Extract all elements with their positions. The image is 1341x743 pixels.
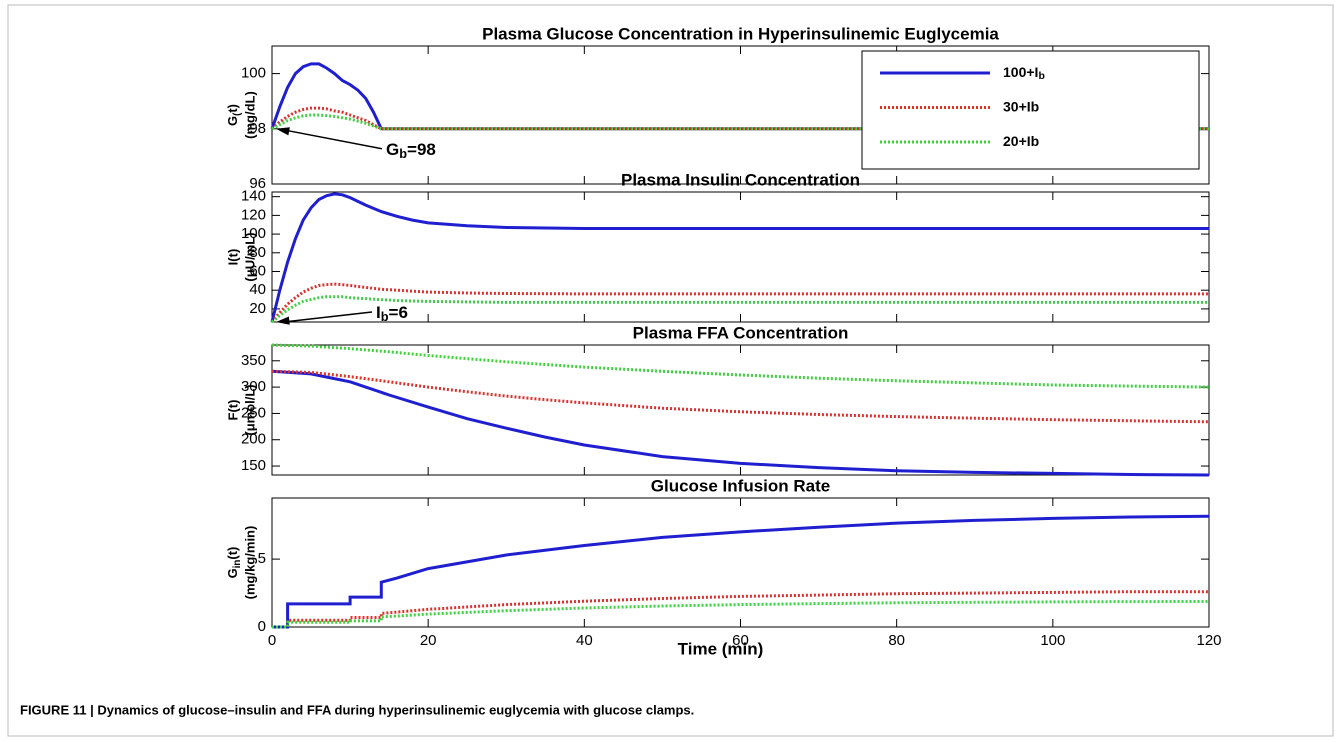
y-tick-label: 100 bbox=[241, 225, 266, 242]
caption: FIGURE 11 | Dynamics of glucose–insulin … bbox=[20, 702, 694, 717]
y-axis-label: Gin(t) bbox=[225, 547, 242, 579]
y-tick-label: 98 bbox=[249, 120, 266, 137]
annotation: Gb=98 bbox=[386, 140, 436, 161]
y-tick-label: 20 bbox=[249, 300, 266, 317]
legend-label: 20+Ib bbox=[1003, 133, 1039, 149]
y-axis-label: (μmol/L) bbox=[242, 384, 257, 435]
x-tick-label: 60 bbox=[732, 632, 749, 649]
plot-area bbox=[271, 191, 1210, 323]
y-tick-label: 40 bbox=[249, 281, 266, 298]
legend-label: 30+Ib bbox=[1003, 98, 1039, 114]
y-tick-label: 80 bbox=[249, 244, 266, 261]
y-tick-label: 5 bbox=[258, 550, 266, 567]
data-line bbox=[271, 343, 1210, 389]
data-line bbox=[271, 369, 1210, 424]
y-tick-label: 140 bbox=[241, 188, 266, 205]
y-tick-label: 250 bbox=[241, 404, 266, 421]
y-axis-label: (mg/dL) bbox=[242, 91, 257, 139]
y-tick-label: 350 bbox=[241, 352, 266, 369]
x-tick-label: 0 bbox=[268, 632, 276, 649]
y-tick-label: 150 bbox=[241, 457, 266, 474]
annotation: Ib=6 bbox=[376, 303, 408, 324]
y-tick-label: 200 bbox=[241, 431, 266, 448]
annotation-arrowhead bbox=[276, 316, 290, 325]
data-line bbox=[272, 600, 1210, 629]
data-line bbox=[271, 295, 1209, 324]
y-axis-label: G(t) bbox=[225, 104, 242, 126]
y-axis-label: I(t) bbox=[225, 249, 240, 266]
annotation-arrow bbox=[285, 129, 383, 150]
x-tick-label: 40 bbox=[576, 632, 593, 649]
panel-title: Plasma Insulin Concentration bbox=[621, 170, 860, 189]
y-tick-label: 300 bbox=[241, 378, 266, 395]
y-axis-label: (μU/mL) bbox=[242, 232, 257, 281]
x-tick-label: 120 bbox=[1196, 632, 1221, 649]
x-tick-label: 20 bbox=[420, 632, 437, 649]
y-axis-label: F(t) bbox=[225, 400, 240, 421]
panel-title: Plasma FFA Concentration bbox=[633, 323, 849, 342]
x-tick-label: 100 bbox=[1040, 632, 1065, 649]
y-tick-label: 120 bbox=[241, 206, 266, 223]
legend-label: 100+Ib bbox=[1003, 64, 1045, 82]
data-line bbox=[270, 282, 1209, 323]
y-tick-label: 60 bbox=[249, 262, 266, 279]
x-axis-label: Time (min) bbox=[678, 639, 764, 658]
y-axis-label: (mg/kg/min) bbox=[242, 526, 257, 600]
panel-title: Plasma Glucose Concentration in Hyperins… bbox=[482, 24, 999, 43]
data-line bbox=[272, 514, 1210, 629]
figure-frame bbox=[7, 4, 1334, 737]
y-tick-label: 100 bbox=[241, 65, 266, 82]
x-tick-label: 80 bbox=[888, 632, 905, 649]
data-line bbox=[270, 192, 1209, 323]
data-line bbox=[271, 113, 1209, 131]
plot-area bbox=[271, 344, 1210, 476]
annotation-arrowhead bbox=[276, 127, 290, 136]
annotation-arrow bbox=[285, 311, 373, 323]
data-line bbox=[271, 369, 1210, 477]
legend-box bbox=[861, 50, 1200, 170]
panel-title: Glucose Infusion Rate bbox=[651, 476, 830, 495]
y-tick-label: 96 bbox=[249, 175, 266, 192]
data-line bbox=[271, 106, 1209, 131]
y-tick-label: 0 bbox=[258, 618, 266, 635]
